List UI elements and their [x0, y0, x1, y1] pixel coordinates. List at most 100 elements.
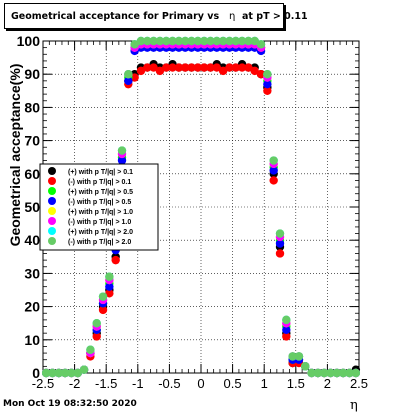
data-point [193, 63, 203, 72]
data-point [105, 272, 114, 281]
data-point [174, 63, 184, 72]
x-tick-label: -0.5 [158, 376, 180, 391]
data-point [275, 249, 285, 258]
data-point [92, 319, 101, 328]
data-point [212, 63, 221, 72]
y-tick-label: 10 [24, 332, 40, 348]
data-point [105, 282, 114, 291]
legend-label: (-) with p T/|q| > 0.1 [68, 179, 131, 186]
data-point [206, 36, 215, 46]
data-point [307, 368, 316, 378]
data-point [275, 239, 285, 248]
legend-marker [48, 237, 56, 245]
data-point [92, 332, 101, 341]
data-point [162, 63, 171, 72]
data-point [162, 36, 171, 46]
data-point [41, 368, 51, 378]
data-point [86, 345, 95, 354]
data-point [269, 156, 278, 165]
data-point [206, 63, 215, 72]
data-point [351, 368, 361, 378]
data-point [130, 73, 139, 82]
legend-marker [48, 217, 56, 225]
y-tick-label: 80 [24, 99, 40, 115]
chart-title-eta: η [229, 11, 236, 22]
legend: (+) with p T/|q| > 0.1 (-) with p T/|q| >… [39, 163, 159, 251]
series-8 [41, 36, 361, 378]
data-point [263, 70, 272, 79]
data-point [73, 368, 82, 378]
data-point [79, 365, 89, 374]
data-point [149, 63, 158, 72]
data-point [231, 36, 240, 46]
data-point [54, 368, 63, 378]
legend-label: (+) with p T/|q| > 0.5 [68, 189, 133, 196]
y-tick-label: 60 [24, 166, 40, 182]
x-tick-label: 0.5 [224, 376, 242, 391]
data-point [155, 36, 165, 46]
data-point [136, 66, 146, 76]
legend-label: (+) with p T/|q| > 1.0 [68, 209, 133, 216]
x-tick-label: 2 [324, 376, 331, 391]
data-point [117, 156, 127, 165]
legend-label: (+) with p T/|q| > 0.1 [68, 169, 133, 176]
data-point [149, 36, 158, 46]
data-point [117, 146, 127, 155]
data-point [301, 362, 310, 371]
data-point [67, 368, 76, 378]
x-tick-label: -2.5 [32, 376, 54, 391]
data-point [231, 63, 240, 72]
legend-label: (-) with p T/|q| > 1.0 [68, 219, 131, 226]
data-point [225, 36, 234, 46]
timestamp: Mon Oct 19 08:32:50 2020 [3, 399, 137, 409]
data-point [199, 36, 209, 46]
y-tick-label: 0 [32, 365, 40, 381]
data-point [237, 36, 247, 46]
data-point [130, 40, 139, 49]
data-point [269, 176, 278, 185]
legend-label: (-) with p T/|q| > 0.5 [68, 199, 131, 206]
x-tick-label: 1.5 [287, 376, 305, 391]
data-point [339, 368, 348, 378]
data-point [263, 86, 272, 96]
data-point [98, 305, 108, 315]
chart-title-suffix: at pT > 0.11 [242, 11, 308, 22]
data-point [155, 66, 165, 76]
y-tick-label: 100 [17, 33, 41, 49]
data-point [250, 66, 259, 76]
data-point [199, 63, 209, 72]
data-point [124, 70, 133, 79]
data-point [256, 40, 266, 49]
x-axis-label: η [350, 398, 358, 413]
y-tick-label: 50 [24, 199, 40, 215]
x-tick-label: 2.5 [350, 376, 368, 391]
legend-label: (-) with p T/|q| > 2.0 [68, 239, 131, 246]
data-point [244, 36, 253, 46]
legend-marker [48, 227, 56, 235]
y-tick-label: 40 [24, 232, 40, 248]
data-point [143, 36, 152, 46]
data-point [294, 352, 304, 361]
data-point [282, 325, 291, 335]
data-point [244, 63, 253, 72]
legend-marker [48, 187, 56, 195]
data-point [326, 368, 335, 378]
x-tick-label: -2 [69, 376, 81, 391]
chart-title: Geometrical acceptance for Primary vs η … [4, 3, 308, 29]
data-point [218, 36, 228, 46]
data-point [181, 36, 190, 46]
data-point [256, 70, 266, 79]
x-tick-label: -1 [132, 376, 144, 391]
y-tick-label: 20 [24, 299, 40, 315]
data-point [282, 332, 291, 341]
data-point [187, 63, 196, 72]
data-point [218, 66, 228, 76]
data-point [282, 315, 291, 325]
data-point [320, 368, 329, 378]
y-tick-label: 30 [24, 265, 40, 281]
data-point [250, 36, 259, 46]
data-point [111, 255, 120, 265]
data-point [193, 36, 203, 46]
x-tick-label: 1 [261, 376, 268, 391]
data-point [181, 63, 190, 72]
